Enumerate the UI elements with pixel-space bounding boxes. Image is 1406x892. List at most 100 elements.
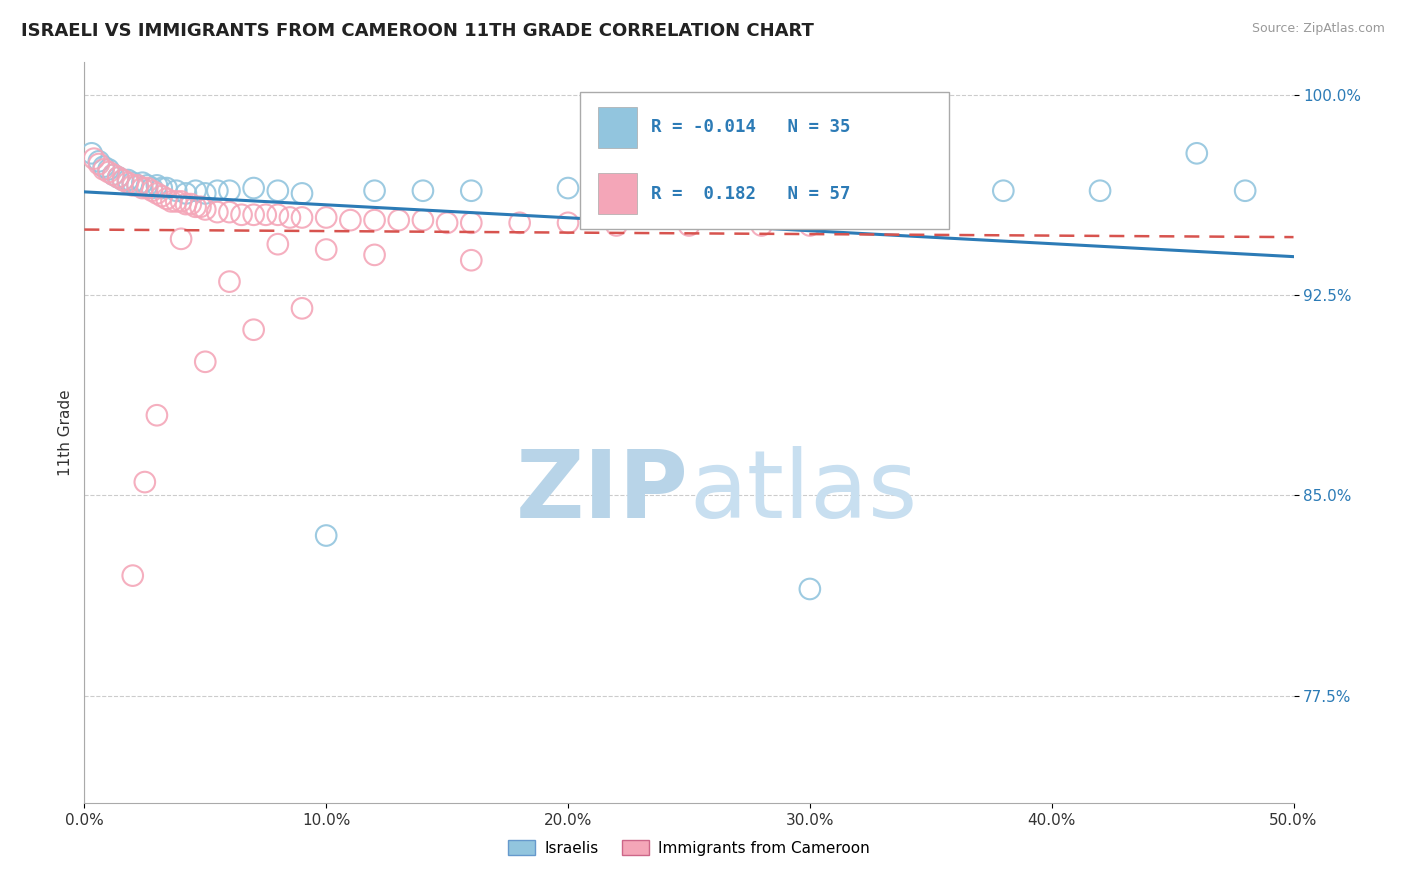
Point	[174, 197, 197, 211]
Point	[155, 181, 177, 195]
FancyBboxPatch shape	[599, 107, 637, 147]
Point	[194, 186, 217, 201]
Point	[315, 528, 337, 542]
Point	[218, 205, 240, 219]
Point	[141, 181, 163, 195]
Point	[150, 181, 173, 195]
Point	[93, 162, 115, 177]
Point	[363, 213, 385, 227]
Point	[605, 219, 627, 233]
Point	[146, 186, 169, 201]
Point	[170, 232, 193, 246]
Point	[107, 170, 129, 185]
Point	[146, 409, 169, 423]
Point	[231, 208, 253, 222]
Point	[207, 184, 229, 198]
Point	[315, 211, 337, 225]
Point	[291, 186, 314, 201]
Point	[678, 219, 700, 233]
Point	[254, 208, 277, 222]
Point	[339, 213, 361, 227]
Point	[267, 208, 290, 222]
Point	[460, 216, 482, 230]
Point	[155, 192, 177, 206]
Point	[121, 176, 143, 190]
Point	[267, 237, 290, 252]
Point	[97, 165, 120, 179]
Point	[460, 253, 482, 268]
Point	[170, 194, 193, 209]
Point	[117, 173, 139, 187]
Point	[557, 216, 579, 230]
Point	[146, 178, 169, 193]
Point	[291, 211, 314, 225]
Point	[160, 194, 183, 209]
Point	[363, 184, 385, 198]
Point	[242, 181, 264, 195]
Point	[93, 160, 115, 174]
Point	[242, 208, 264, 222]
Point	[412, 184, 434, 198]
Point	[127, 178, 149, 193]
Point	[207, 205, 229, 219]
Point	[165, 184, 187, 198]
Point	[751, 219, 773, 233]
Point	[436, 216, 458, 230]
Point	[194, 202, 217, 217]
Point	[131, 181, 153, 195]
Point	[103, 168, 125, 182]
Point	[460, 184, 482, 198]
Point	[180, 197, 202, 211]
Point	[150, 189, 173, 203]
Point	[141, 184, 163, 198]
Point	[267, 184, 290, 198]
Point	[799, 219, 821, 233]
Y-axis label: 11th Grade: 11th Grade	[58, 389, 73, 476]
Point	[799, 582, 821, 596]
FancyBboxPatch shape	[599, 173, 637, 214]
FancyBboxPatch shape	[581, 92, 949, 229]
Point	[1185, 146, 1208, 161]
Legend: Israelis, Immigrants from Cameroon: Israelis, Immigrants from Cameroon	[502, 834, 876, 862]
Point	[993, 184, 1015, 198]
Point	[136, 178, 159, 193]
Point	[127, 178, 149, 193]
Text: R =  0.182   N = 57: R = 0.182 N = 57	[651, 185, 851, 202]
Point	[97, 162, 120, 177]
Point	[1088, 184, 1111, 198]
Point	[80, 146, 103, 161]
Point	[242, 323, 264, 337]
Point	[107, 170, 129, 185]
Point	[184, 200, 207, 214]
Text: R = -0.014   N = 35: R = -0.014 N = 35	[651, 119, 851, 136]
Point	[103, 168, 125, 182]
Text: atlas: atlas	[689, 446, 917, 538]
Point	[112, 173, 135, 187]
Point	[388, 213, 411, 227]
Point	[87, 157, 110, 171]
Point	[218, 184, 240, 198]
Point	[134, 475, 156, 489]
Point	[83, 152, 105, 166]
Point	[363, 248, 385, 262]
Point	[315, 243, 337, 257]
Point	[278, 211, 301, 225]
Point	[218, 275, 240, 289]
Point	[1234, 184, 1257, 198]
Text: Source: ZipAtlas.com: Source: ZipAtlas.com	[1251, 22, 1385, 36]
Point	[194, 355, 217, 369]
Point	[87, 154, 110, 169]
Point	[117, 176, 139, 190]
Text: ZIP: ZIP	[516, 446, 689, 538]
Point	[509, 216, 531, 230]
Point	[112, 173, 135, 187]
Point	[121, 178, 143, 193]
Point	[174, 186, 197, 201]
Point	[136, 181, 159, 195]
Point	[291, 301, 314, 316]
Point	[557, 181, 579, 195]
Point	[184, 184, 207, 198]
Point	[412, 213, 434, 227]
Point	[190, 200, 212, 214]
Point	[131, 176, 153, 190]
